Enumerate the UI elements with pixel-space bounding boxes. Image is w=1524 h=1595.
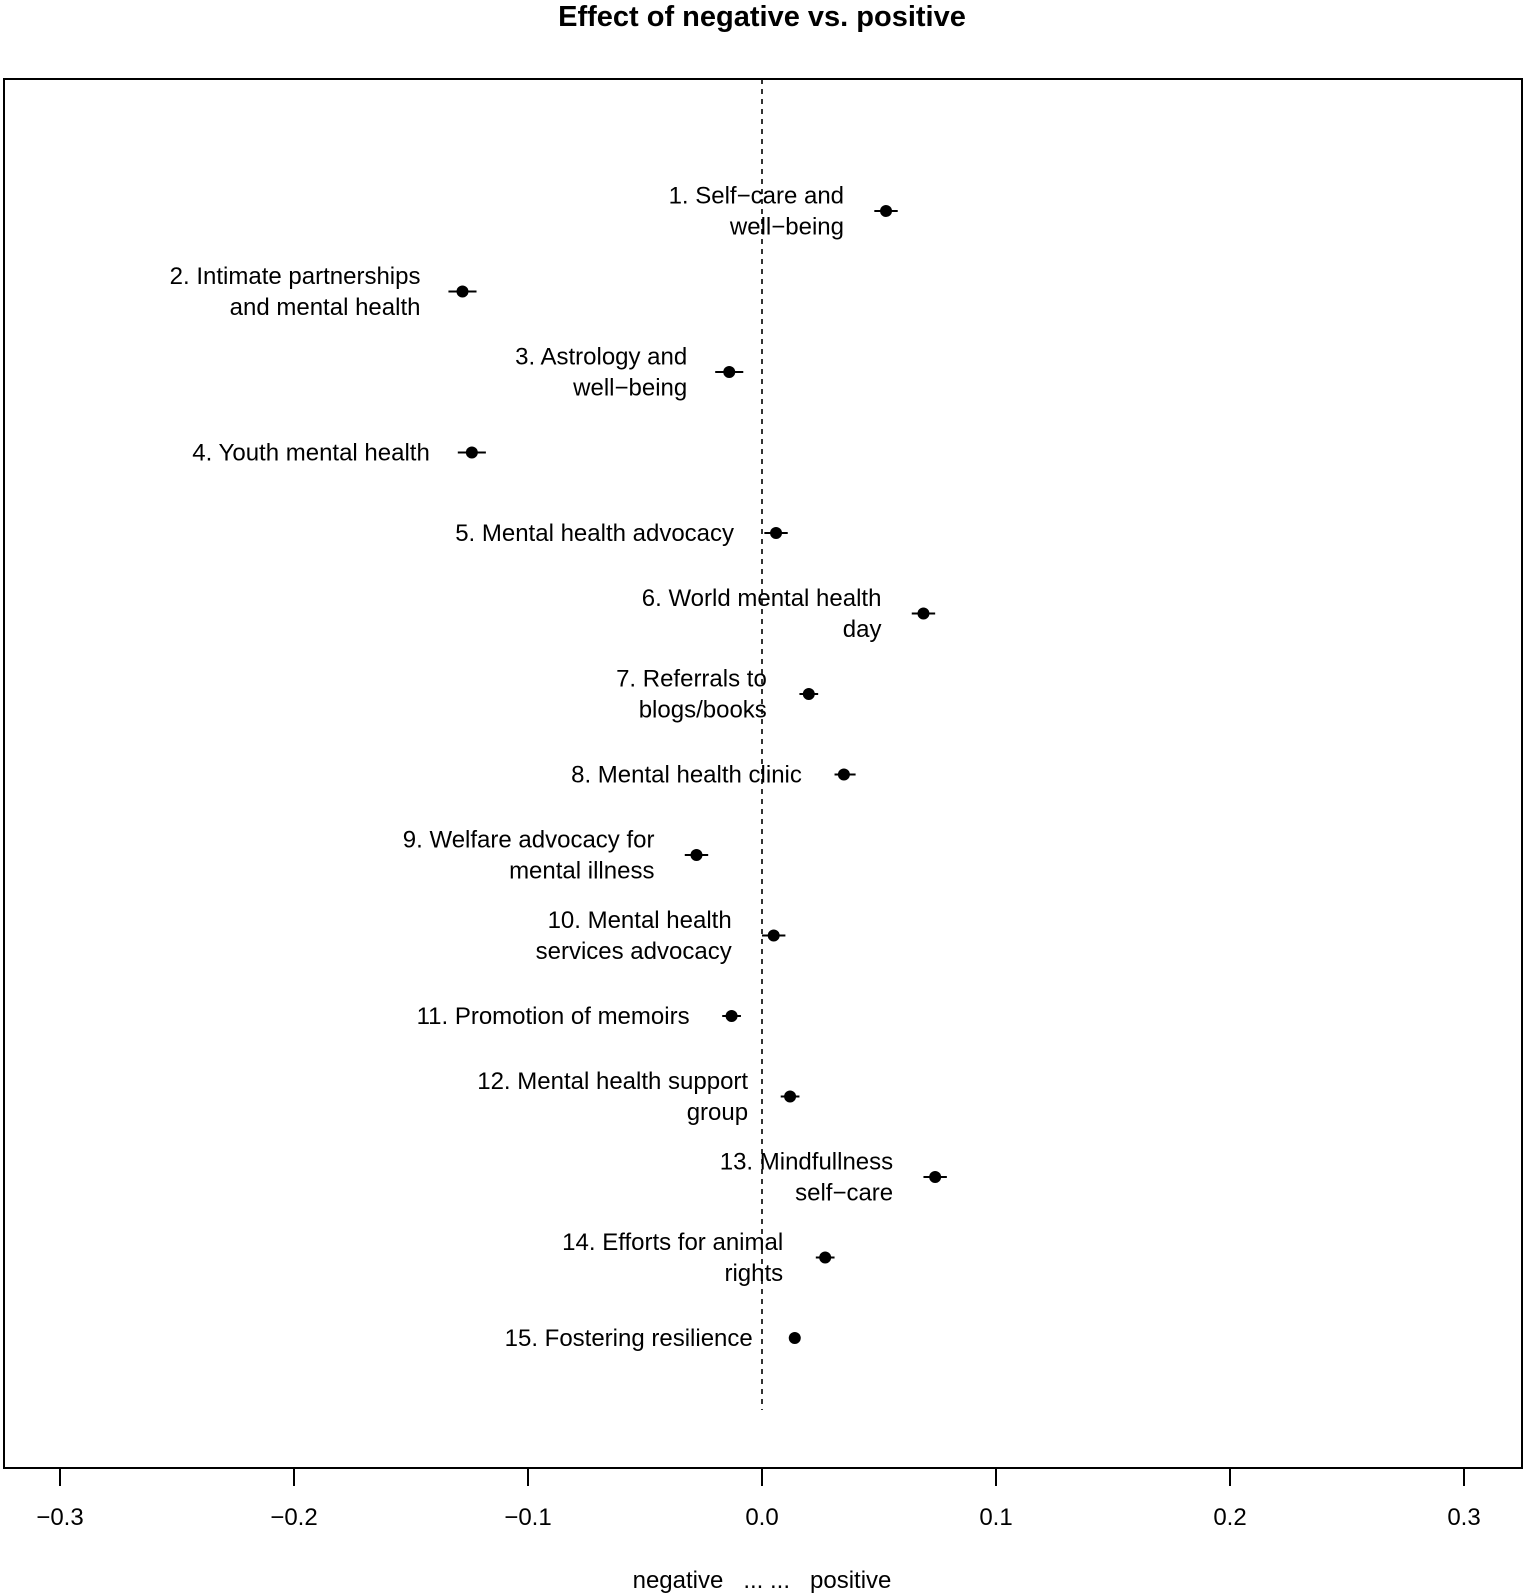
data-point-group: 14. Efforts for animal rights bbox=[562, 1229, 835, 1287]
point-label-line: well−being bbox=[729, 214, 844, 241]
data-point-group: 7. Referrals to blogs/books bbox=[616, 666, 819, 724]
point-label: 15. Fostering resilience bbox=[505, 1325, 753, 1352]
data-point bbox=[723, 366, 736, 378]
x-tick-label: 0.2 bbox=[1213, 1504, 1246, 1531]
point-label-line: 14. Efforts for animal bbox=[562, 1229, 783, 1256]
point-label-line: 10. Mental health bbox=[548, 907, 732, 934]
point-label: 12. Mental health support group bbox=[477, 1068, 748, 1126]
point-label-line: mental illness bbox=[509, 858, 654, 885]
point-label: 1. Self−care and well−being bbox=[669, 183, 844, 241]
point-label-line: day bbox=[843, 616, 882, 643]
x-tick-label: 0.1 bbox=[979, 1504, 1012, 1531]
point-label-line: 4. Youth mental health bbox=[192, 440, 430, 467]
data-point-group: 4. Youth mental health bbox=[192, 440, 486, 467]
point-label-line: and mental health bbox=[230, 294, 421, 321]
data-point-group: 6. World mental health day bbox=[642, 585, 936, 643]
point-label: 7. Referrals to blogs/books bbox=[616, 666, 767, 724]
point-label-line: 12. Mental health support bbox=[477, 1068, 748, 1095]
data-point bbox=[465, 446, 478, 459]
point-label-line: self−care bbox=[795, 1180, 893, 1207]
point-label-line: 1. Self−care and bbox=[669, 183, 844, 210]
data-point-group: 11. Promotion of memoirs bbox=[417, 1003, 741, 1030]
point-label: 5. Mental health advocacy bbox=[455, 520, 734, 547]
x-tick-label: −0.3 bbox=[36, 1504, 83, 1531]
data-point bbox=[880, 205, 893, 217]
point-label-line: blogs/books bbox=[639, 697, 767, 724]
point-label: 11. Promotion of memoirs bbox=[417, 1003, 690, 1030]
data-point-group: 2. Intimate partnerships and mental healt… bbox=[170, 263, 477, 321]
point-label: 8. Mental health clinic bbox=[571, 762, 802, 789]
point-label-line: 8. Mental health clinic bbox=[571, 762, 802, 789]
x-axis-label: negative ... ... positive bbox=[633, 1567, 892, 1594]
point-label-line: 15. Fostering resilience bbox=[505, 1325, 753, 1352]
data-point bbox=[819, 1251, 832, 1264]
data-point bbox=[456, 285, 469, 298]
data-point bbox=[788, 1332, 801, 1344]
data-point-group: 12. Mental health support group bbox=[477, 1068, 800, 1126]
data-point bbox=[802, 688, 815, 700]
point-label-line: well−being bbox=[572, 375, 687, 402]
point-label-line: 3. Astrology and bbox=[515, 344, 687, 371]
point-label-line: 13. Mindfullness bbox=[720, 1149, 893, 1176]
data-point-group: 10. Mental health services advocacy bbox=[536, 907, 786, 965]
chart-title: Effect of negative vs. positive bbox=[558, 1, 966, 33]
data-point-group: 15. Fostering resilience bbox=[505, 1325, 801, 1352]
data-point bbox=[837, 768, 850, 781]
data-point-group: 1. Self−care and well−being bbox=[669, 183, 898, 241]
data-point bbox=[770, 527, 783, 539]
data-point bbox=[725, 1010, 738, 1022]
point-label-line: 11. Promotion of memoirs bbox=[417, 1003, 690, 1030]
data-point-group: 3. Astrology and well−being bbox=[515, 344, 744, 402]
x-axis: −0.3 −0.2 −0.1 0.0 0.1 0.2 0.3 bbox=[36, 1467, 1481, 1531]
data-point bbox=[690, 849, 703, 861]
point-label-line: 5. Mental health advocacy bbox=[455, 520, 734, 547]
point-label: 10. Mental health services advocacy bbox=[536, 907, 732, 965]
point-label-line: 2. Intimate partnerships bbox=[170, 263, 421, 290]
point-label: 2. Intimate partnerships and mental healt… bbox=[170, 263, 421, 321]
data-point bbox=[784, 1090, 797, 1103]
x-tick-label: 0.0 bbox=[745, 1504, 778, 1531]
points-layer: 1. Self−care and well−being 2. Intimate pa… bbox=[170, 183, 947, 1352]
data-point-group: 8. Mental health clinic bbox=[571, 762, 856, 789]
point-label-line: services advocacy bbox=[536, 938, 732, 965]
point-label: 6. World mental health day bbox=[642, 585, 882, 643]
data-point bbox=[917, 607, 930, 620]
x-tick-label: −0.2 bbox=[270, 1504, 317, 1531]
point-label: 4. Youth mental health bbox=[192, 440, 430, 467]
data-point-group: 13. Mindfullness self−care bbox=[720, 1149, 947, 1207]
x-tick-label: 0.3 bbox=[1447, 1504, 1480, 1531]
point-label: 14. Efforts for animal rights bbox=[562, 1229, 783, 1287]
point-label: 3. Astrology and well−being bbox=[515, 344, 687, 402]
point-label-line: rights bbox=[724, 1260, 783, 1287]
point-label: 13. Mindfullness self−care bbox=[720, 1149, 893, 1207]
x-tick-label: −0.1 bbox=[504, 1504, 551, 1531]
point-label-line: 9. Welfare advocacy for bbox=[403, 827, 655, 854]
point-label-line: group bbox=[687, 1099, 748, 1126]
point-label-line: 6. World mental health bbox=[642, 585, 882, 612]
data-point-group: 9. Welfare advocacy for mental illness bbox=[403, 827, 709, 885]
data-point-group: 5. Mental health advocacy bbox=[455, 520, 788, 547]
data-point bbox=[767, 929, 780, 942]
data-point bbox=[929, 1171, 942, 1183]
point-label-line: 7. Referrals to bbox=[616, 666, 767, 693]
point-label: 9. Welfare advocacy for mental illness bbox=[403, 827, 655, 885]
